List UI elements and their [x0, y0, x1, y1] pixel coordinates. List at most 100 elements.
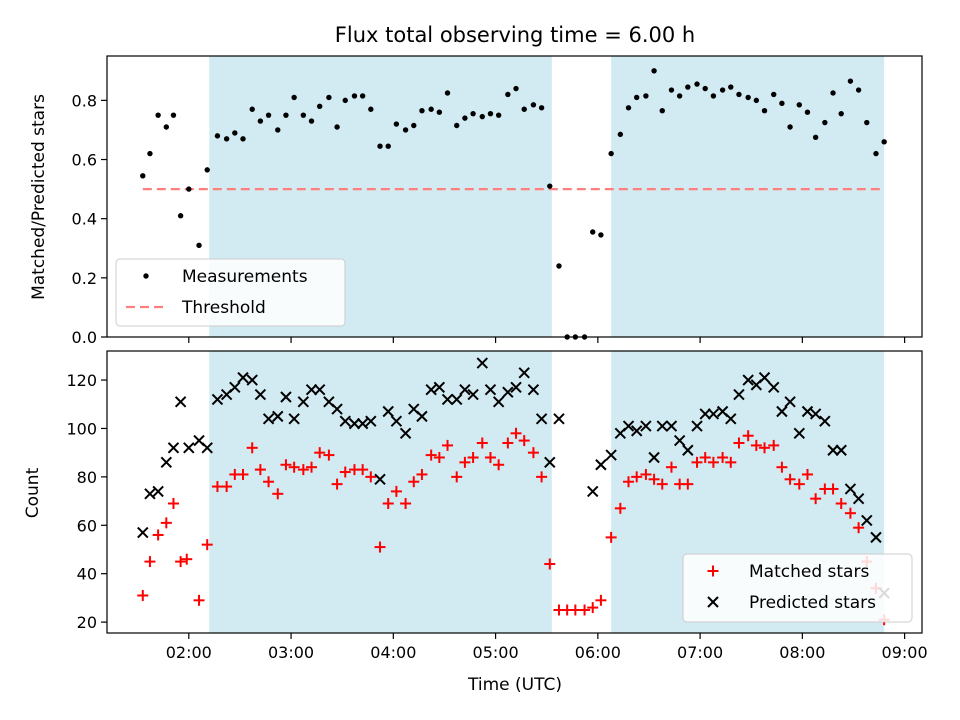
matched-star-marker — [742, 430, 754, 442]
matched-star-marker — [682, 478, 694, 490]
measurement-point — [479, 113, 485, 120]
matched-star-marker — [502, 437, 514, 449]
predicted-star-marker — [374, 473, 386, 485]
time-x-tick-label: 07:00 — [677, 643, 723, 662]
measurement-point — [223, 136, 230, 142]
predicted-star-marker — [827, 444, 839, 456]
matched-star-marker — [442, 439, 454, 451]
matched-star-marker — [144, 556, 156, 568]
predicted-star-marker — [622, 420, 635, 432]
time-x-axis-label: Time (UTC) — [467, 675, 562, 695]
measurement-point — [334, 124, 340, 130]
measurement-point — [411, 122, 417, 129]
measurement-point — [351, 93, 358, 99]
matched-star-marker — [648, 473, 660, 485]
measurement-point — [710, 93, 717, 99]
count-panel: 20 40 60 80 100 120 02:00 03:00 04:00 05:00 06:00 0… — [66, 350, 928, 662]
predicted-star-marker — [665, 420, 678, 432]
time-x-tick-label: 02:00 — [166, 643, 212, 662]
measurement-point — [308, 118, 315, 124]
measurement-point — [547, 183, 553, 189]
predicted-star-marker — [553, 413, 565, 425]
measurement-point — [163, 124, 170, 130]
matched-star-marker — [280, 459, 292, 471]
measurement-point — [177, 213, 184, 219]
matched-star-marker — [246, 442, 258, 454]
matched-star-marker — [536, 471, 548, 483]
ratio-legend-box — [115, 258, 346, 327]
matched-star-marker — [665, 461, 677, 473]
predicted-star-marker — [272, 410, 284, 423]
matched-star-marker — [853, 522, 865, 534]
predicted-star-marker — [313, 384, 326, 396]
predicted-star-marker — [390, 415, 403, 427]
measurement-point — [787, 124, 793, 130]
matched-star-marker — [768, 439, 780, 451]
measurement-point — [487, 110, 494, 117]
predicted-star-marker — [768, 381, 780, 394]
measurement-point — [538, 105, 545, 111]
ratio-y-tick-label: 0.8 — [72, 91, 97, 110]
count-y-tick-label: 80 — [77, 468, 97, 487]
matched-star-marker — [181, 553, 193, 565]
predicted-star-marker — [707, 408, 720, 420]
predicted-star-marker — [742, 374, 754, 386]
matched-star-marker — [784, 473, 796, 485]
chart-title: Flux total observing time = 6.00 h — [335, 23, 695, 47]
measurement-point — [513, 85, 519, 92]
matched-star-marker — [725, 456, 737, 468]
predicted-star-marker — [356, 417, 369, 430]
predicted-star-marker — [518, 367, 530, 379]
predicted-star-marker — [809, 408, 822, 420]
predicted-star-marker — [305, 384, 318, 396]
matched-star-marker — [656, 478, 668, 490]
matched-star-marker — [451, 471, 463, 483]
ratio-y-tick-label: 0.0 — [72, 328, 97, 347]
measurement-point — [864, 119, 870, 126]
predicted-star-marker — [544, 456, 556, 469]
measurement-point — [556, 263, 562, 269]
predicted-star-marker — [160, 456, 173, 469]
count-plot-frame — [106, 350, 923, 634]
measurement-point — [462, 115, 468, 121]
predicted-star-marker — [237, 371, 249, 384]
predicted-star-marker — [861, 514, 873, 527]
matched-star-marker — [476, 437, 488, 449]
predicted-star-marker — [510, 381, 522, 394]
matched-star-marker — [167, 497, 179, 509]
predicted-star-marker — [587, 485, 599, 498]
predicted-star-marker — [211, 393, 224, 406]
measurement-point — [728, 84, 734, 90]
matched-star-marker — [137, 589, 149, 601]
measurement-point — [444, 90, 451, 96]
matched-star-marker — [623, 476, 635, 488]
measurement-point — [651, 68, 657, 74]
matched-star-marker — [211, 481, 223, 493]
predicted-star-marker — [246, 374, 258, 386]
measurement-point — [436, 109, 443, 115]
predicted-star-marker — [183, 442, 195, 454]
matched-star-marker — [237, 468, 249, 480]
predicted-star-marker — [459, 384, 471, 396]
measurement-point — [147, 150, 153, 157]
measurement-point — [804, 109, 811, 115]
measurement-point — [796, 102, 802, 108]
measurement-point — [822, 119, 828, 126]
matched-star-marker — [595, 594, 607, 606]
predicted-star-marker — [476, 357, 488, 369]
measurement-point — [598, 232, 604, 238]
measurement-point — [402, 127, 409, 133]
predicted-star-marker — [425, 384, 437, 396]
predicted-star-marker — [784, 396, 796, 408]
predicted-star-marker — [699, 408, 711, 420]
matched-star-marker — [201, 539, 213, 551]
predicted-star-marker — [758, 371, 771, 384]
predicted-star-marker — [288, 413, 300, 425]
ratio-panel: 0.0 0.2 0.4 0.6 0.8 Measurements Threshold — [72, 55, 923, 347]
legend-label: Threshold — [181, 298, 266, 318]
measurement-point — [170, 112, 177, 118]
matched-star-marker — [544, 558, 556, 570]
measurement-point — [685, 84, 691, 90]
matched-star-marker — [365, 471, 377, 483]
matched-star-marker — [467, 452, 479, 464]
